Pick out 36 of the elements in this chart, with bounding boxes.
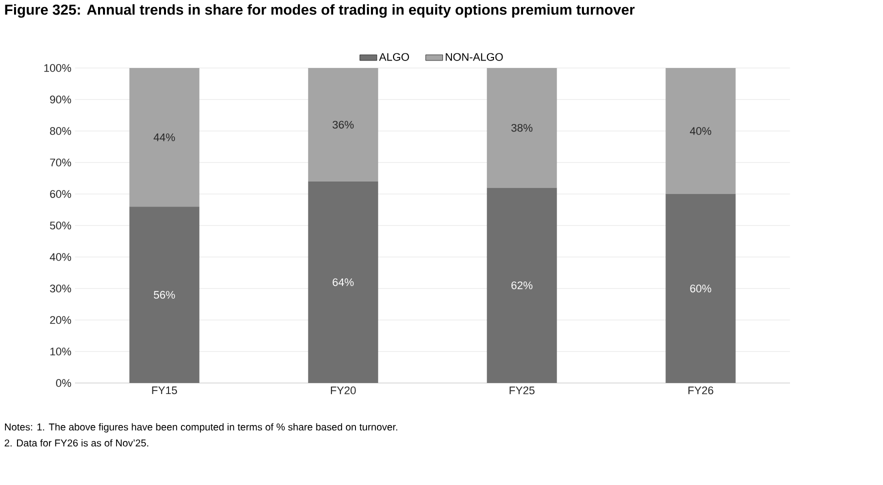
x-tick-label: FY26 [688, 386, 714, 394]
y-tick-label: 30% [50, 284, 72, 292]
data-label: 38% [511, 124, 532, 132]
bar [308, 181, 378, 383]
data-label: 64% [332, 278, 354, 286]
text: Notes: 1. The above figures have been computed in terms of % share based on turnover. [5, 423, 398, 432]
bar [129, 206, 200, 383]
data-label: 44% [154, 133, 175, 142]
x-tick-label: FY25 [510, 386, 535, 394]
legend-label: ALGO [379, 53, 409, 61]
data-label: 62% [511, 281, 532, 290]
y-tick-label: 0% [56, 379, 72, 387]
bar [486, 188, 557, 383]
x-tick-label: FY15 [152, 386, 178, 394]
y-tick-label: 60% [50, 190, 72, 198]
bar [666, 68, 736, 194]
legend-label: NON-ALGO [446, 53, 503, 61]
y-tick-label: 70% [50, 158, 72, 166]
text: 2. Data for FY26 is as of Nov’25. [4, 439, 148, 447]
data-label: 56% [154, 290, 175, 299]
y-tick-label: 10% [50, 348, 72, 356]
y-tick-label: 80% [50, 127, 72, 135]
y-tick-label: 20% [50, 316, 72, 324]
data-label: 36% [332, 120, 354, 129]
bar [666, 194, 736, 383]
y-tick-label: 90% [50, 96, 72, 104]
y-tick-label: 100% [44, 64, 72, 72]
y-tick-label: 50% [50, 222, 72, 230]
y-tick-label: 40% [50, 253, 72, 261]
bar [129, 68, 200, 207]
data-label: 60% [690, 284, 712, 292]
data-label: 40% [690, 127, 712, 135]
bar [308, 68, 378, 182]
x-tick-label: FY20 [330, 386, 356, 394]
bar [486, 68, 557, 188]
chart-title: Figure 325: Annual trends in share for modes of trading in equity options premium turnover [5, 4, 635, 18]
